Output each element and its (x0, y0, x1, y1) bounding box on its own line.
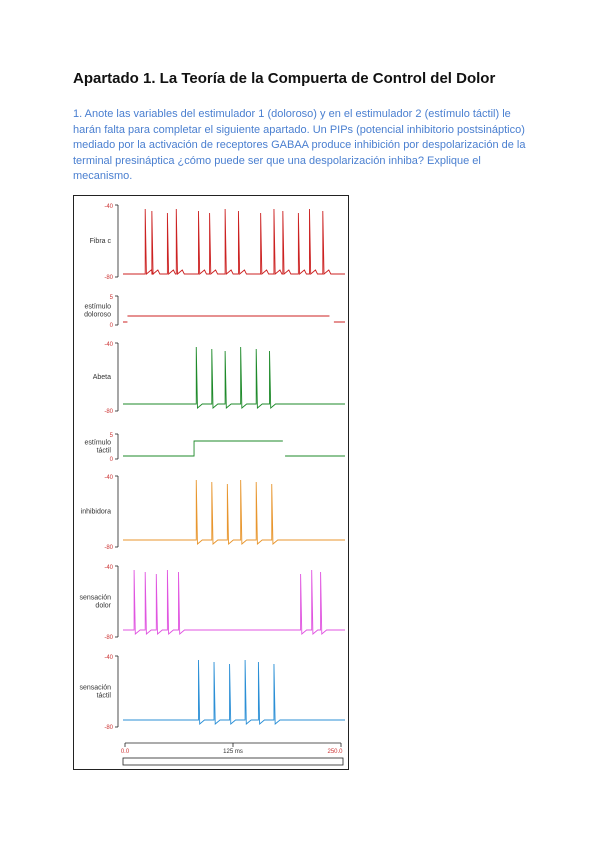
panel-label: doloroso (84, 312, 111, 319)
panel-label: estímulo (85, 304, 112, 311)
panel-label: táctil (97, 693, 112, 700)
panel-label: Fibra c (90, 238, 112, 245)
y-max-label: 5 (110, 433, 114, 439)
y-min-label: -80 (104, 275, 113, 281)
y-max-label: -40 (104, 475, 113, 481)
y-min-label: -80 (104, 725, 113, 731)
panel-label: Abeta (93, 374, 111, 381)
trace-line (123, 346, 345, 409)
y-max-label: 5 (110, 295, 114, 301)
panel-label: inhibidora (81, 509, 111, 516)
panel-label: dolor (95, 603, 111, 610)
trace-line (123, 440, 345, 457)
y-min-label: 0 (110, 457, 114, 463)
trace-panel: -40 -80 Abeta (93, 342, 345, 415)
y-max-label: -40 (104, 565, 113, 571)
panel-label: sensación (79, 685, 111, 692)
y-min-label: 0 (110, 323, 114, 329)
y-min-label: -80 (104, 635, 113, 641)
question-text: 1. Anote las variables del estimulador 1… (73, 108, 526, 182)
section-heading: Apartado 1. La Teoría de la Compuerta de… (73, 70, 496, 87)
y-max-label: -40 (104, 204, 113, 210)
y-min-label: -80 (104, 545, 113, 551)
trace-panel: -40 -80 inhibidora (81, 475, 345, 551)
y-max-label: -40 (104, 342, 113, 348)
trace-line (123, 659, 345, 725)
trace-line (123, 208, 345, 275)
time-scrollbar[interactable] (122, 757, 344, 766)
trace-line (123, 479, 345, 545)
panel-label: táctil (97, 448, 112, 455)
panel-label: sensación (79, 595, 111, 602)
panel-label: estímulo (85, 440, 112, 447)
y-max-label: -40 (104, 655, 113, 661)
trace-panel: -40 -80 Fibra c (90, 204, 345, 281)
time-start-label: 0.0 (121, 749, 130, 755)
time-end-label: 250.0 (327, 749, 343, 755)
time-mid-label: 125 ms (223, 749, 243, 755)
trace-line (123, 315, 345, 323)
trace-line (123, 569, 345, 635)
y-min-label: -80 (104, 409, 113, 415)
